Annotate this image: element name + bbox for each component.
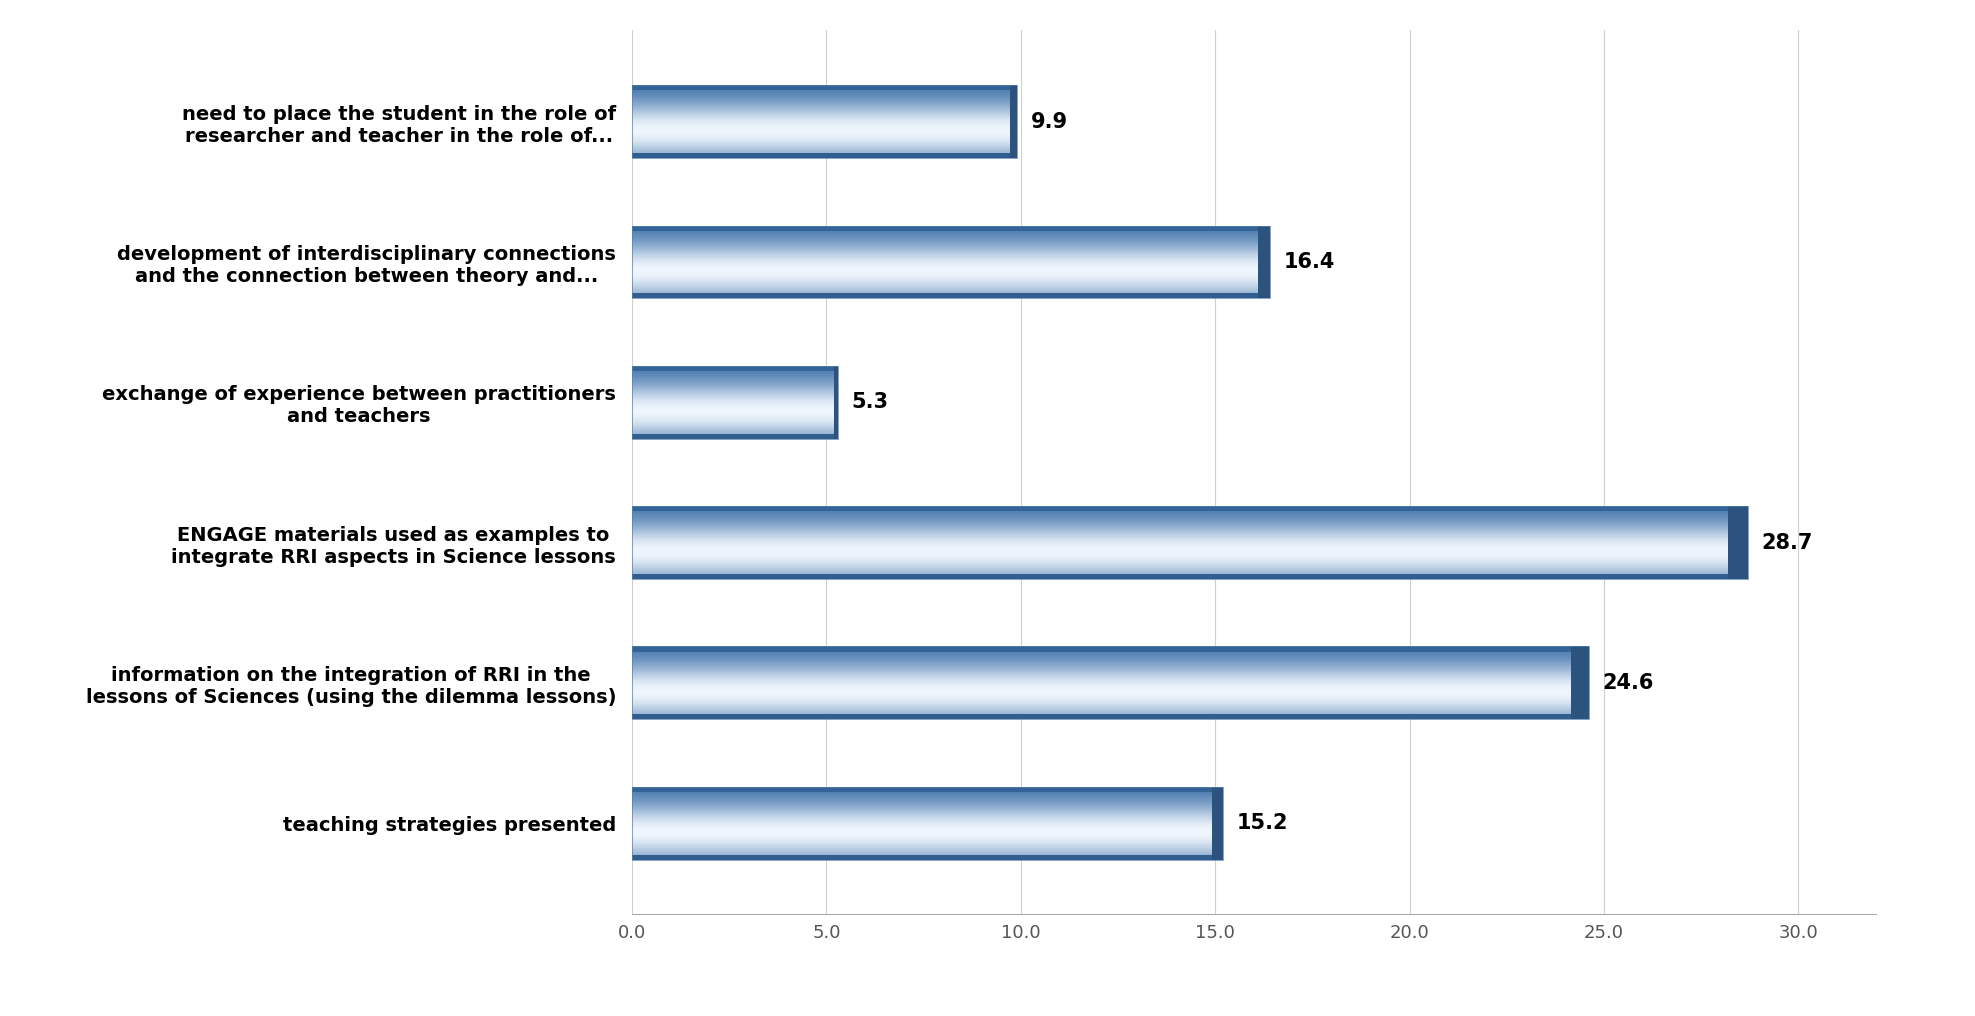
Bar: [632, 786, 1223, 860]
Bar: [632, 366, 837, 371]
Text: 28.7: 28.7: [1762, 532, 1813, 553]
Bar: [632, 153, 1017, 158]
Text: 9.9: 9.9: [1031, 112, 1068, 132]
Bar: [632, 854, 1223, 860]
Bar: [632, 434, 837, 439]
Bar: [1009, 85, 1017, 158]
Bar: [833, 366, 837, 439]
Bar: [1258, 226, 1270, 299]
Bar: [632, 574, 1748, 579]
Text: 16.4: 16.4: [1284, 252, 1335, 272]
Bar: [1213, 786, 1223, 860]
Bar: [632, 85, 1017, 90]
Bar: [632, 646, 1588, 719]
Text: 5.3: 5.3: [851, 392, 889, 412]
Bar: [632, 786, 1223, 791]
Text: 15.2: 15.2: [1236, 813, 1288, 833]
Bar: [632, 294, 1270, 299]
Bar: [632, 366, 837, 439]
Bar: [632, 646, 1588, 651]
Bar: [1728, 506, 1748, 579]
Bar: [632, 85, 1017, 158]
Text: 24.6: 24.6: [1602, 673, 1653, 693]
Bar: [632, 226, 1270, 231]
Bar: [632, 506, 1748, 511]
Bar: [632, 226, 1270, 299]
Bar: [632, 714, 1588, 719]
Bar: [632, 506, 1748, 579]
Bar: [1572, 646, 1588, 719]
